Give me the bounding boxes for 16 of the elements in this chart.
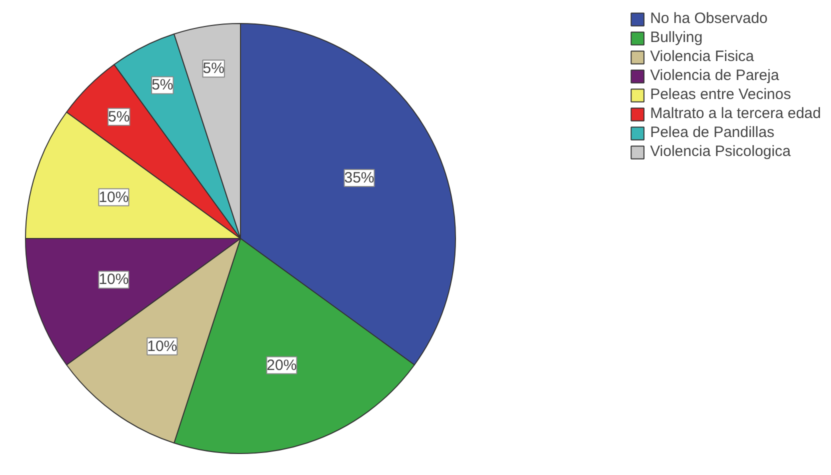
data-label: 5% xyxy=(108,108,130,126)
legend-label: Violencia Fisica xyxy=(650,48,754,65)
legend-label: Violencia Psicologica xyxy=(650,143,791,160)
data-label: 10% xyxy=(147,338,178,355)
legend-label: Pelea de Pandillas xyxy=(650,124,774,141)
legend-label: Maltrato a la tercera edad xyxy=(650,105,821,122)
legend-label: Peleas entre Vecinos xyxy=(650,86,791,103)
data-label: 5% xyxy=(152,76,174,94)
data-label: 10% xyxy=(98,271,129,288)
data-label: 35% xyxy=(344,169,374,186)
legend-label: Violencia de Pareja xyxy=(650,67,780,84)
data-label: 20% xyxy=(266,356,297,374)
legend-label: Bullying xyxy=(650,29,703,46)
data-label: 10% xyxy=(98,188,129,206)
data-label: 5% xyxy=(202,60,224,78)
legend-label: No ha Observado xyxy=(650,10,768,27)
